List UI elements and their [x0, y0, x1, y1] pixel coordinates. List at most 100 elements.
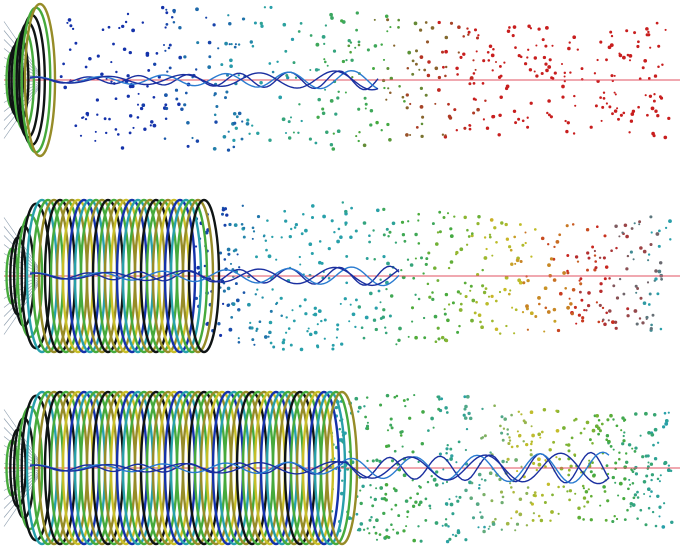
particle [650, 490, 653, 493]
particle [569, 465, 572, 468]
particle [583, 428, 585, 430]
particle [446, 540, 449, 543]
particle [503, 62, 505, 64]
particle [544, 63, 547, 66]
particle [574, 493, 576, 495]
particle [260, 22, 263, 25]
particle [464, 538, 467, 541]
particle [633, 31, 636, 34]
particle [609, 31, 612, 34]
particle [475, 69, 477, 71]
particle [391, 426, 394, 429]
particle [611, 520, 614, 523]
particle [611, 35, 613, 37]
particle [400, 269, 402, 271]
particle [325, 131, 328, 134]
particle [567, 443, 571, 447]
particle [330, 16, 334, 20]
particle [361, 326, 364, 329]
particle [164, 26, 166, 28]
particle [354, 326, 356, 328]
particle [524, 231, 526, 233]
particle [560, 467, 564, 471]
particle [252, 226, 255, 229]
particle [658, 515, 660, 517]
particle [547, 99, 551, 103]
particle [591, 442, 594, 445]
particle [268, 254, 272, 258]
particle [481, 478, 483, 480]
particle [566, 490, 568, 492]
particle [236, 115, 239, 118]
particle [550, 510, 554, 514]
particle [110, 61, 112, 63]
particle [484, 99, 486, 101]
particle [235, 43, 237, 45]
particle [594, 266, 597, 269]
particle [311, 204, 315, 208]
particle [205, 17, 207, 19]
particle [451, 512, 454, 515]
particle [412, 539, 416, 543]
particle [522, 440, 524, 442]
particle [295, 223, 298, 226]
particle [524, 62, 527, 65]
particle [355, 229, 358, 232]
particle [625, 29, 628, 32]
particle [610, 249, 613, 252]
particle [429, 507, 431, 509]
particle [408, 417, 411, 420]
particle [579, 291, 582, 294]
particle [395, 241, 397, 243]
particle [352, 312, 356, 316]
particle [583, 309, 585, 311]
particle [651, 132, 655, 136]
particle [255, 255, 258, 258]
particle [602, 320, 604, 322]
particle [383, 233, 386, 236]
particle [569, 71, 571, 73]
particle [428, 296, 431, 299]
particle [530, 443, 533, 446]
particle [355, 135, 357, 137]
particle [425, 263, 428, 266]
particle [552, 77, 555, 80]
particle [655, 525, 658, 528]
particle [656, 292, 659, 295]
particle [248, 133, 250, 135]
particle [612, 418, 614, 420]
particle [363, 405, 365, 407]
particle [466, 395, 470, 399]
particle [538, 303, 541, 306]
particle [443, 216, 446, 219]
particle [623, 431, 625, 433]
particle [80, 135, 82, 137]
particle [415, 63, 418, 66]
particle [228, 131, 230, 133]
particle [406, 93, 409, 96]
particle [418, 298, 421, 301]
particle [398, 85, 401, 88]
particle [658, 270, 662, 274]
particle [357, 529, 359, 531]
particle [527, 329, 529, 331]
particle [85, 118, 87, 120]
particle [191, 137, 193, 139]
particle [532, 519, 535, 522]
particle [385, 529, 388, 532]
particle [551, 494, 554, 497]
particle [516, 259, 520, 263]
particle [637, 496, 640, 499]
particle [664, 461, 668, 465]
particle [365, 107, 367, 109]
particle [649, 215, 652, 218]
particle [619, 482, 623, 486]
particle [479, 511, 481, 513]
particle [482, 493, 485, 496]
particle [253, 344, 255, 346]
particle [561, 96, 564, 99]
particle [495, 61, 497, 63]
particle [456, 129, 458, 131]
particle [448, 115, 452, 119]
particle [235, 127, 238, 130]
